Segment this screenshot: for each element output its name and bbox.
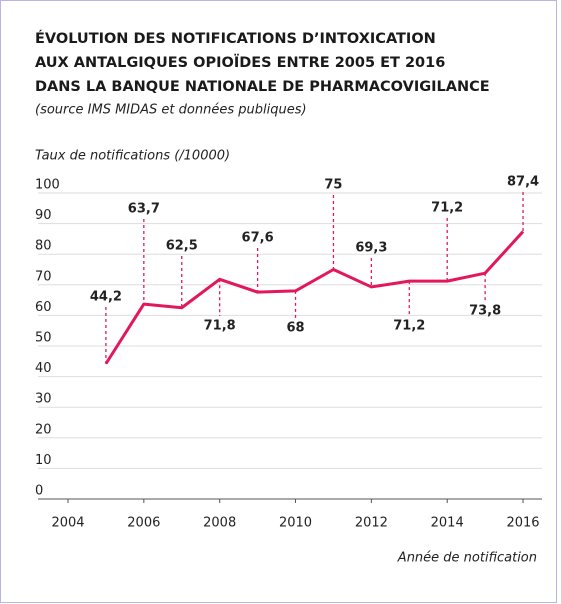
chart-title-line: AUX ANTALGIQUES OPIOÏDES ENTRE 2005 ET 2… bbox=[35, 54, 445, 71]
value-label: 62,5 bbox=[166, 239, 198, 254]
y-tick-label: 40 bbox=[35, 361, 52, 376]
value-label: 44,2 bbox=[90, 290, 122, 305]
x-tick-label: 2012 bbox=[355, 516, 388, 531]
chart-title-line: ÉVOLUTION DES NOTIFICATIONS D’INTOXICATI… bbox=[35, 30, 436, 47]
x-tick-label: 2006 bbox=[127, 516, 160, 531]
y-tick-label: 30 bbox=[35, 392, 52, 407]
value-label: 63,7 bbox=[128, 202, 160, 217]
y-tick-label: 0 bbox=[35, 484, 43, 499]
y-tick-label: 60 bbox=[35, 300, 52, 315]
x-tick-label: 2008 bbox=[203, 516, 236, 531]
y-tick-label: 70 bbox=[35, 269, 52, 284]
y-tick-label: 80 bbox=[35, 239, 52, 254]
value-label: 67,6 bbox=[242, 231, 274, 246]
value-label: 69,3 bbox=[355, 241, 387, 256]
x-tick-label: 2014 bbox=[431, 516, 464, 531]
x-axis-label: Année de notification bbox=[397, 551, 537, 566]
chart-title-line: DANS LA BANQUE NATIONALE DE PHARMACOVIGI… bbox=[35, 79, 490, 95]
y-tick-label: 10 bbox=[35, 453, 52, 468]
value-label: 71,8 bbox=[204, 319, 236, 334]
y-tick-label: 100 bbox=[35, 178, 60, 193]
y-tick-label: 90 bbox=[35, 208, 52, 223]
y-axis-label: Taux de notifications (/10000) bbox=[35, 149, 230, 164]
value-label: 68 bbox=[286, 321, 304, 336]
value-label: 87,4 bbox=[507, 175, 539, 190]
value-label: 71,2 bbox=[393, 319, 425, 334]
x-tick-label: 2004 bbox=[51, 516, 84, 531]
y-tick-label: 20 bbox=[35, 422, 52, 437]
x-tick-label: 2016 bbox=[506, 516, 539, 531]
chart-subtitle: (source IMS MIDAS et données publiques) bbox=[35, 103, 307, 118]
y-tick-label: 50 bbox=[35, 331, 52, 346]
x-tick-label: 2010 bbox=[279, 516, 312, 531]
line bbox=[104, 230, 525, 365]
value-label: 73,8 bbox=[469, 304, 501, 319]
value-label: 71,2 bbox=[431, 201, 463, 216]
value-label: 75 bbox=[324, 178, 342, 193]
